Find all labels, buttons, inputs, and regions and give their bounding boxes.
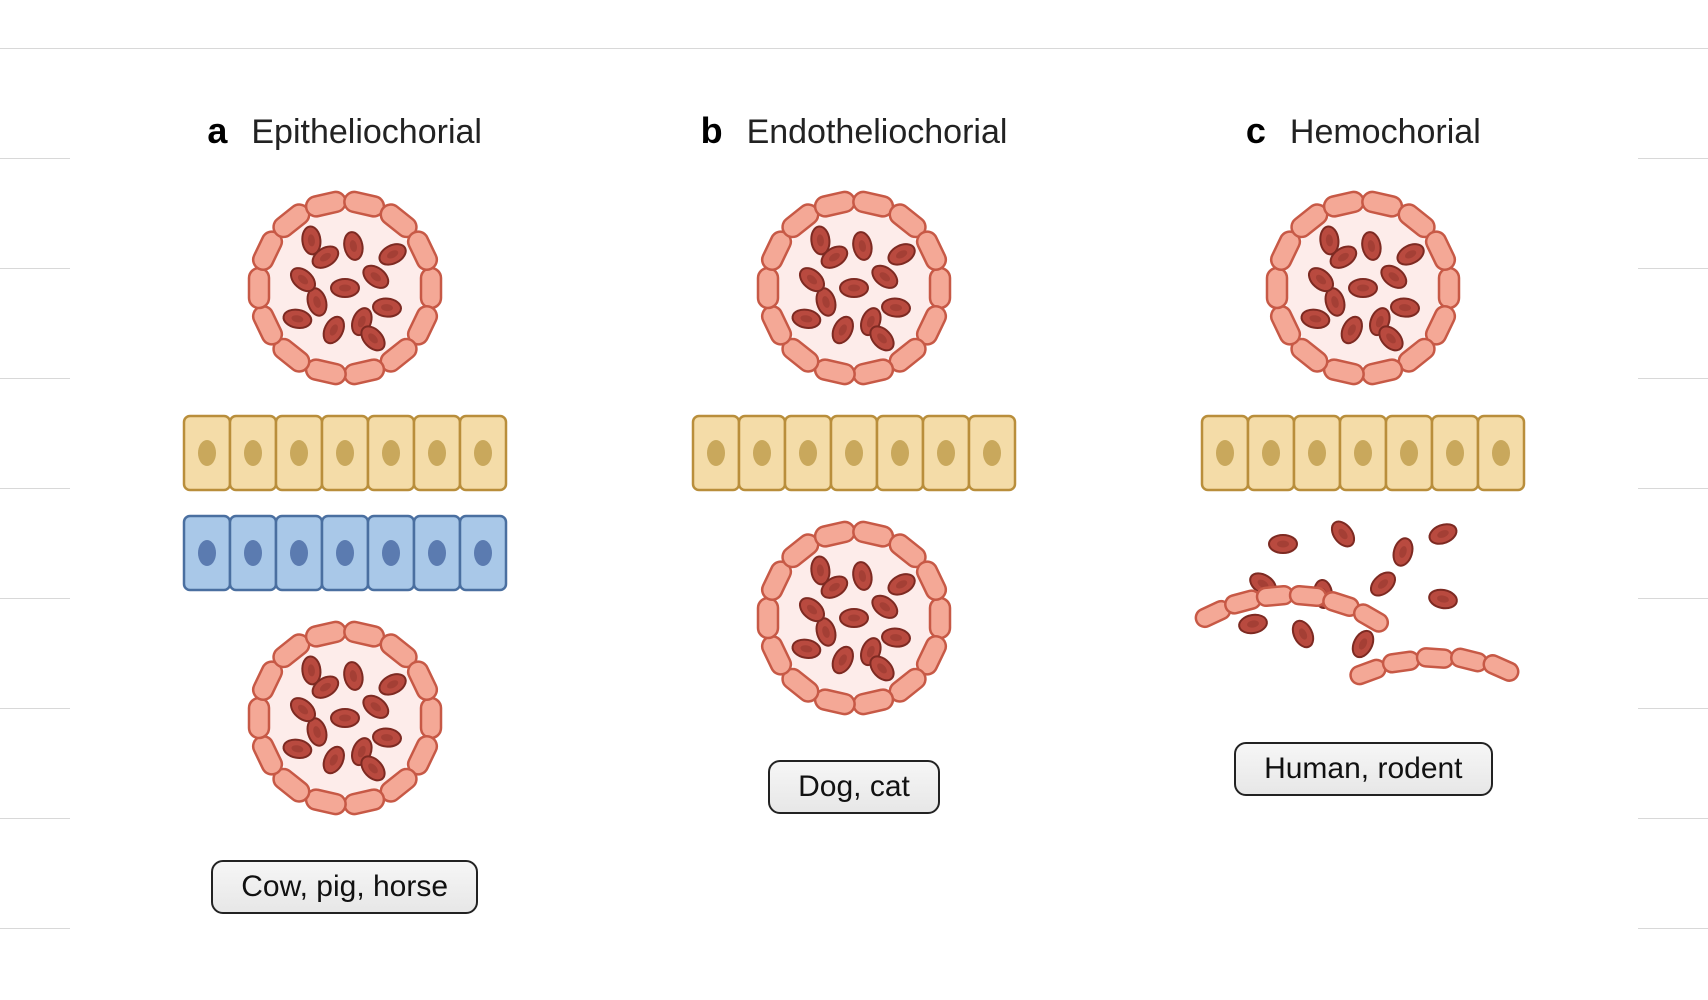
- placenta-types-figure: a Epitheliochorial Cow, pig, horse b Endothe…: [70, 50, 1638, 950]
- trophoblast-row: [691, 414, 1017, 492]
- panel-letter: b: [701, 110, 723, 152]
- species-label: Dog, cat: [768, 760, 940, 814]
- trophoblast-row: [1200, 414, 1526, 492]
- trophoblast-row: [182, 414, 508, 492]
- panel-a: a Epitheliochorial Cow, pig, horse: [110, 110, 580, 914]
- species-label: Cow, pig, horse: [211, 860, 478, 914]
- panel-letter: a: [207, 110, 227, 152]
- panel-header: c Hemochorial: [1246, 110, 1481, 152]
- uterine-epithelium-row: [182, 514, 508, 592]
- blood-vessel: [1259, 184, 1467, 392]
- maternal-blood-pool: [1193, 514, 1533, 704]
- panel-letter: c: [1246, 110, 1266, 152]
- panel-title: Endotheliochorial: [747, 113, 1008, 152]
- blood-vessel: [750, 184, 958, 392]
- blood-vessel: [241, 614, 449, 822]
- panel-header: b Endotheliochorial: [701, 110, 1008, 152]
- species-label: Human, rodent: [1234, 742, 1492, 796]
- panel-header: a Epitheliochorial: [207, 110, 482, 152]
- panel-c: c Hemochorial Human, rodent: [1128, 110, 1598, 796]
- blood-vessel: [241, 184, 449, 392]
- panel-b: b Endotheliochorial Dog, cat: [619, 110, 1089, 814]
- blood-vessel: [750, 514, 958, 722]
- panel-title: Hemochorial: [1290, 113, 1481, 152]
- panel-title: Epitheliochorial: [251, 113, 482, 152]
